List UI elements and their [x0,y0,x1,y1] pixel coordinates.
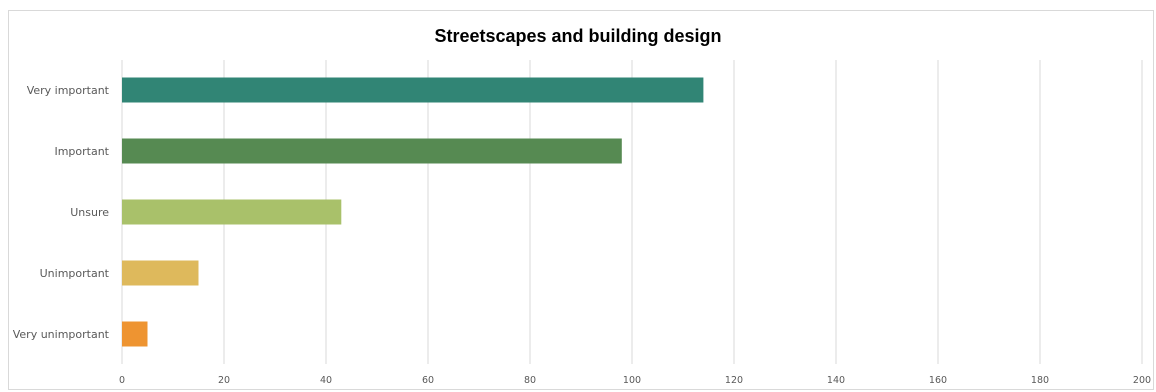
x-tick-label: 140 [827,375,845,386]
x-tick-label: 40 [320,375,332,386]
category-label: Unimportant [40,267,110,280]
category-label: Very unimportant [13,328,110,341]
category-label: Very important [27,84,110,97]
x-tick-label: 120 [725,375,743,386]
x-tick-label: 0 [119,375,125,386]
x-tick-label: 80 [524,375,536,386]
bar-unsure [122,199,342,225]
bar-very-unimportant [122,321,148,347]
x-tick-label: 100 [623,375,641,386]
x-tick-label: 180 [1031,375,1049,386]
x-tick-label: 20 [218,375,230,386]
x-tick-label: 60 [422,375,434,386]
bar-unimportant [122,260,199,286]
category-label: Important [54,145,109,158]
x-tick-label: 160 [929,375,947,386]
bar-very-important [122,77,704,103]
chart-title: Streetscapes and building design [434,26,722,46]
x-tick-label: 200 [1133,375,1151,386]
bar-important [122,138,622,164]
category-label: Unsure [70,206,109,219]
